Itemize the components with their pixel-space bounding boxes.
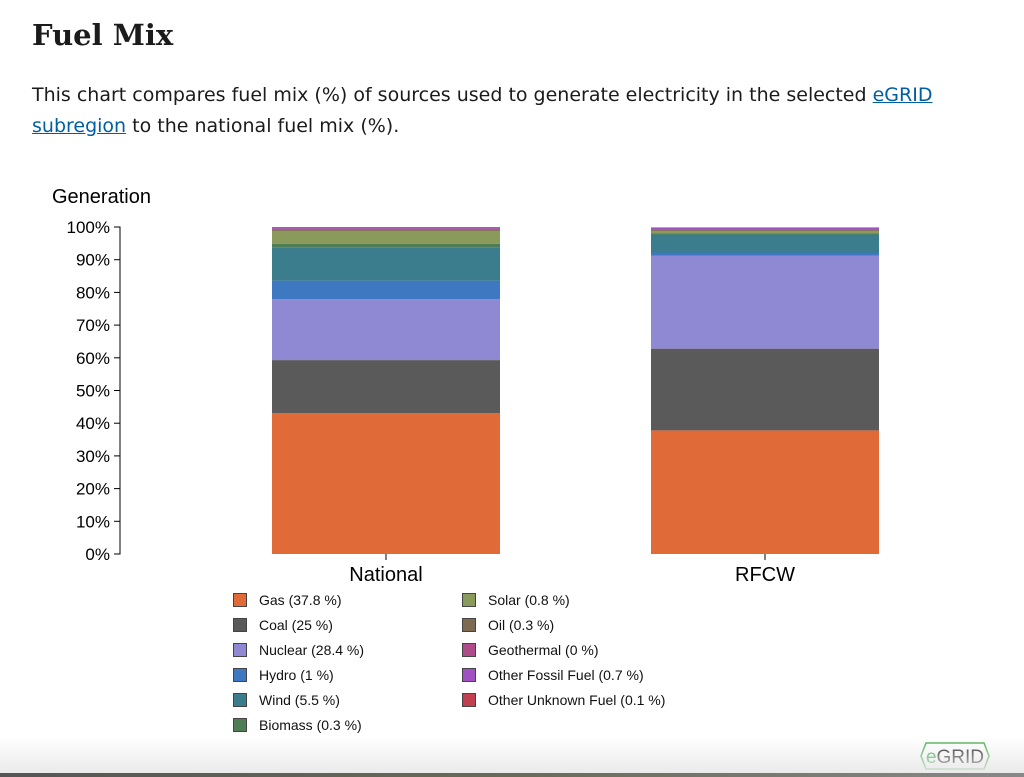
y-tick-label: 90% [76, 251, 110, 270]
legend-swatch [462, 693, 476, 707]
legend-item: Nuclear (28.4 %) [233, 641, 364, 659]
footer-bar [0, 773, 1024, 777]
bar-segment-oil [651, 229, 879, 231]
legend-swatch [462, 618, 476, 632]
legend-swatch [233, 718, 247, 732]
legend-label: Other Unknown Fuel (0.1 %) [488, 692, 666, 708]
bar-segment-geothermal [272, 228, 500, 230]
egrid-subregion-link[interactable]: eGRID subregion [32, 84, 933, 137]
legend-item: Hydro (1 %) [233, 666, 334, 684]
description-text: This chart compares fuel mix (%) of sour… [32, 84, 873, 106]
legend-item: Wind (5.5 %) [233, 691, 340, 709]
legend-item: Oil (0.3 %) [462, 616, 554, 634]
bar-segment-solar [272, 230, 500, 244]
legend-item: Coal (25 %) [233, 616, 333, 634]
legend-swatch [462, 593, 476, 607]
bar-segment-other-fossil-fuel [651, 227, 879, 230]
section-title: Fuel Mix [32, 18, 174, 52]
y-tick-label: 0% [85, 545, 110, 564]
legend-item: Biomass (0.3 %) [233, 716, 362, 734]
y-tick-label: 70% [76, 316, 110, 335]
legend-item: Gas (37.8 %) [233, 591, 341, 609]
bar-segment-other-fossil-fuel [272, 227, 500, 229]
y-tick-label: 50% [76, 382, 110, 401]
legend-item: Other Unknown Fuel (0.1 %) [462, 691, 665, 709]
legend-item: Other Fossil Fuel (0.7 %) [462, 666, 644, 684]
fuel-mix-chart: Generation 0% 10% 20% 30% 40% 50% 60% 70% 80% 90% 1… [52, 186, 879, 586]
y-tick-label: 20% [76, 480, 110, 499]
bar-segment-gas [272, 413, 500, 554]
legend-label: Nuclear (28.4 %) [259, 642, 365, 658]
bar-segment-wind [651, 234, 879, 253]
legend-label: Hydro (1 %) [259, 667, 334, 683]
y-tick-label: 80% [76, 283, 110, 302]
y-tick-label: 40% [76, 414, 110, 433]
bar-segment-biomass [651, 233, 879, 235]
legend-swatch [233, 668, 247, 682]
legend-swatch [462, 668, 476, 682]
bar-segment-oil [272, 229, 500, 231]
legend-label: Oil (0.3 %) [488, 617, 555, 633]
bar-segment-wind [272, 247, 500, 281]
legend-label: Other Fossil Fuel (0.7 %) [488, 667, 644, 683]
footer-shade [0, 737, 1024, 777]
y-tick-label: 30% [76, 447, 110, 466]
legend-item: Geothermal (0 %) [462, 641, 598, 659]
bar-segment-coal [651, 348, 879, 431]
bar-segment-solar [651, 230, 879, 234]
legend-swatch [233, 693, 247, 707]
legend-item: Solar (0.8 %) [462, 591, 570, 609]
legend-label: Geothermal (0 %) [488, 642, 599, 658]
bar-segment-hydro [651, 252, 879, 256]
legend-swatch [233, 643, 247, 657]
y-tick-label: 100% [67, 218, 110, 237]
legend-label: Biomass (0.3 %) [259, 717, 362, 733]
legend-label: Wind (5.5 %) [259, 692, 340, 708]
bar-segment-other-unknown-fuel [272, 227, 500, 228]
x-tick-label: RFCW [735, 564, 795, 586]
bar-segment-nuclear [651, 255, 879, 349]
y-axis-label: Generation [52, 186, 151, 208]
bar-segment-biomass [272, 243, 500, 248]
legend-label: Coal (25 %) [259, 617, 333, 633]
bar-segment-gas [651, 430, 879, 554]
y-tick-label: 10% [76, 512, 110, 531]
x-tick-label: National [349, 564, 422, 586]
description-text-end: to the national fuel mix (%). [126, 115, 400, 137]
bar-segment-nuclear [272, 299, 500, 361]
bar-segment-hydro [272, 280, 500, 300]
legend-label: Gas (37.8 %) [259, 592, 342, 608]
y-tick-label: 60% [76, 349, 110, 368]
legend-swatch [462, 643, 476, 657]
chart-description: This chart compares fuel mix (%) of sour… [32, 80, 1012, 142]
legend-label: Solar (0.8 %) [488, 592, 570, 608]
bar-segment-coal [272, 360, 500, 414]
legend-swatch [233, 593, 247, 607]
legend-swatch [233, 618, 247, 632]
